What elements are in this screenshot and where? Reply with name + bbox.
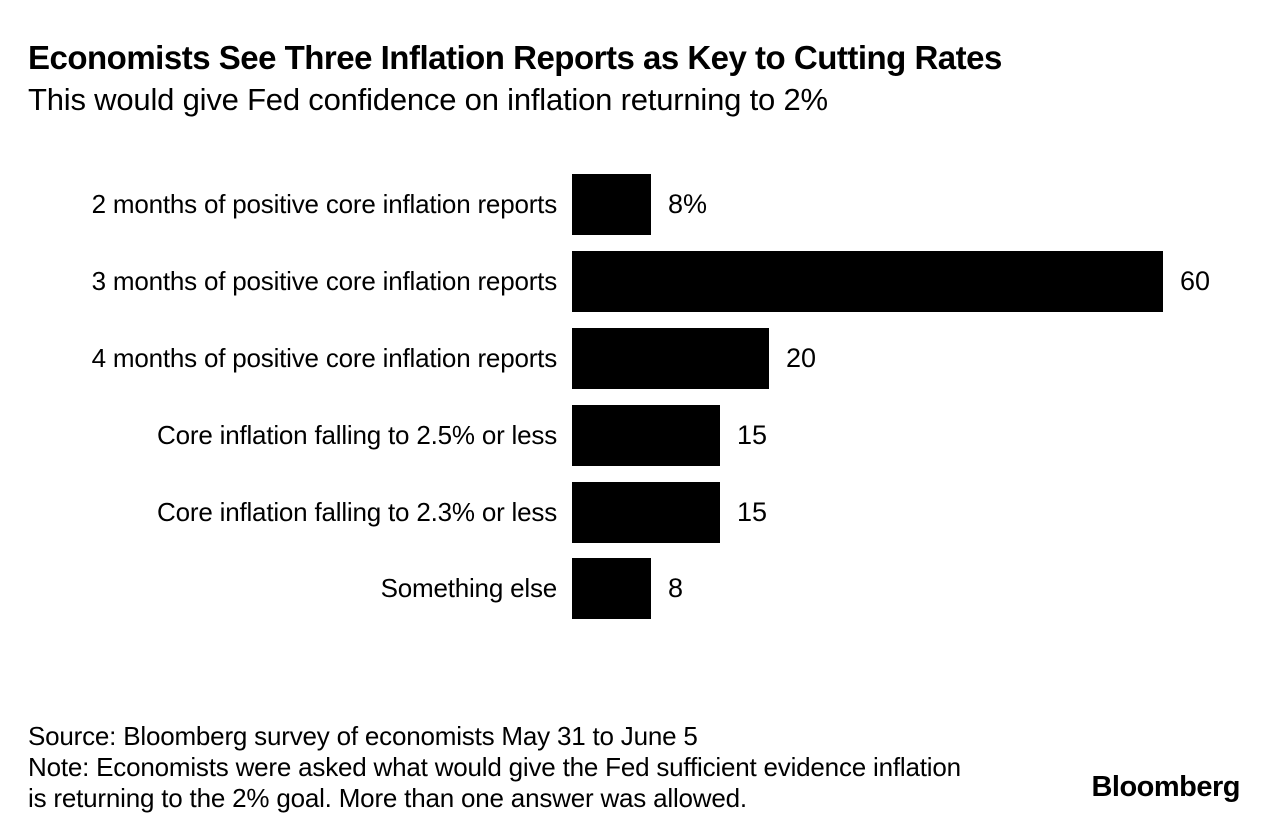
- bar: [572, 405, 720, 466]
- value-label: 8%: [668, 189, 708, 219]
- chart-subtitle: This would give Fed confidence on inflat…: [28, 82, 828, 117]
- note-text-line2: is returning to the 2% goal. More than o…: [28, 783, 747, 813]
- value-label: 8: [668, 573, 684, 603]
- category-label: Core inflation falling to 2.5% or less: [157, 420, 557, 450]
- chart-title: Economists See Three Inflation Reports a…: [28, 39, 1002, 76]
- category-label: 4 months of positive core inflation repo…: [91, 343, 558, 373]
- category-label: Something else: [380, 573, 558, 603]
- note-text-line1: Note: Economists were asked what would g…: [28, 752, 961, 782]
- category-label: 2 months of positive core inflation repo…: [91, 189, 558, 219]
- value-label: 20: [786, 343, 817, 373]
- bar-row: Something else 8: [0, 558, 1280, 619]
- bar: [572, 482, 720, 543]
- bar-row: Core inflation falling to 2.3% or less 1…: [0, 482, 1280, 543]
- bar: [572, 328, 769, 389]
- bloomberg-logo: Bloomberg: [1091, 771, 1240, 803]
- source-text: Source: Bloomberg survey of economists M…: [28, 721, 698, 751]
- category-label: 3 months of positive core inflation repo…: [91, 266, 558, 296]
- bar-row: 3 months of positive core inflation repo…: [0, 251, 1280, 312]
- category-label: Core inflation falling to 2.3% or less: [157, 497, 557, 527]
- value-label: 15: [737, 497, 768, 527]
- bar: [572, 558, 651, 619]
- bar-row: 4 months of positive core inflation repo…: [0, 328, 1280, 389]
- value-label: 15: [737, 420, 768, 450]
- bar: [572, 174, 651, 235]
- footer: Source: Bloomberg survey of economists M…: [28, 721, 961, 814]
- bar-row: Core inflation falling to 2.5% or less 1…: [0, 405, 1280, 466]
- bar: [572, 251, 1163, 312]
- bar-row: 2 months of positive core inflation repo…: [0, 174, 1280, 235]
- value-label: 60: [1180, 266, 1211, 296]
